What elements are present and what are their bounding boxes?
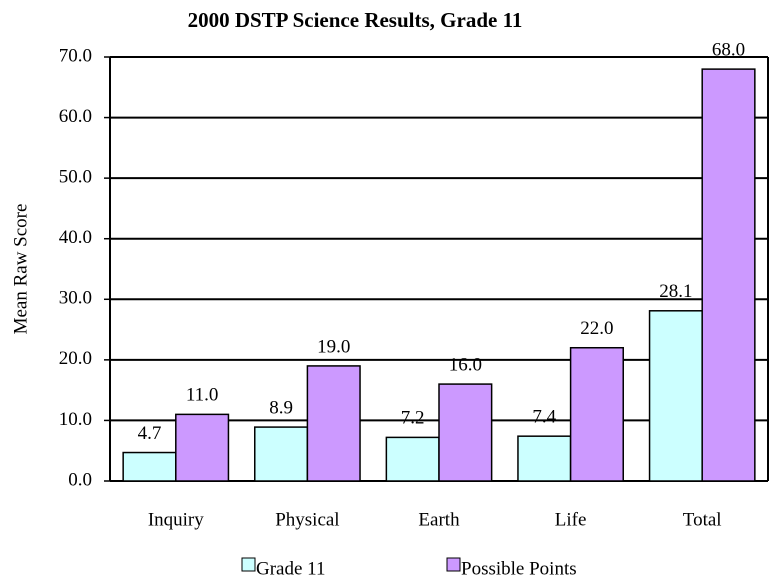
bar (569, 346, 624, 482)
legend-swatch (446, 557, 461, 572)
value-label: 11.0 (186, 385, 219, 406)
bar (648, 310, 703, 482)
legend-label: Grade 11 (256, 558, 325, 579)
y-tick-label: 40.0 (59, 227, 92, 248)
x-tick-label: Physical (275, 509, 339, 530)
bar (385, 436, 440, 482)
value-label: 16.0 (449, 354, 482, 375)
bar (122, 451, 177, 482)
value-label: 7.4 (532, 407, 556, 428)
y-tick-label: 10.0 (59, 409, 92, 430)
value-label: 7.2 (401, 408, 425, 429)
bar (306, 365, 361, 482)
y-axis-label: Mean Raw Score (10, 204, 31, 335)
value-label: 22.0 (580, 318, 613, 339)
x-tick-label: Total (683, 509, 722, 530)
legend-label: Possible Points (461, 558, 577, 579)
value-label: 8.9 (269, 397, 293, 418)
chart-title: 2000 DSTP Science Results, Grade 11 (188, 8, 523, 32)
value-label: 4.7 (138, 423, 162, 444)
y-tick-label: 0.0 (68, 469, 92, 490)
value-label: 28.1 (659, 281, 692, 302)
bar (254, 426, 309, 482)
x-tick-label: Life (555, 509, 587, 530)
y-tick-label: 60.0 (59, 106, 92, 127)
x-tick-label: Inquiry (148, 509, 204, 530)
bar (438, 383, 493, 482)
bar (175, 413, 230, 482)
y-tick-label: 30.0 (59, 288, 92, 309)
bar (517, 435, 572, 482)
y-tick-label: 50.0 (59, 167, 92, 188)
value-label: 19.0 (317, 336, 350, 357)
value-label: 68.0 (712, 39, 745, 60)
y-tick-label: 70.0 (59, 45, 92, 66)
bar (701, 68, 756, 482)
legend-swatch (241, 557, 256, 572)
x-tick-label: Earth (418, 509, 460, 530)
y-tick-label: 20.0 (59, 348, 92, 369)
